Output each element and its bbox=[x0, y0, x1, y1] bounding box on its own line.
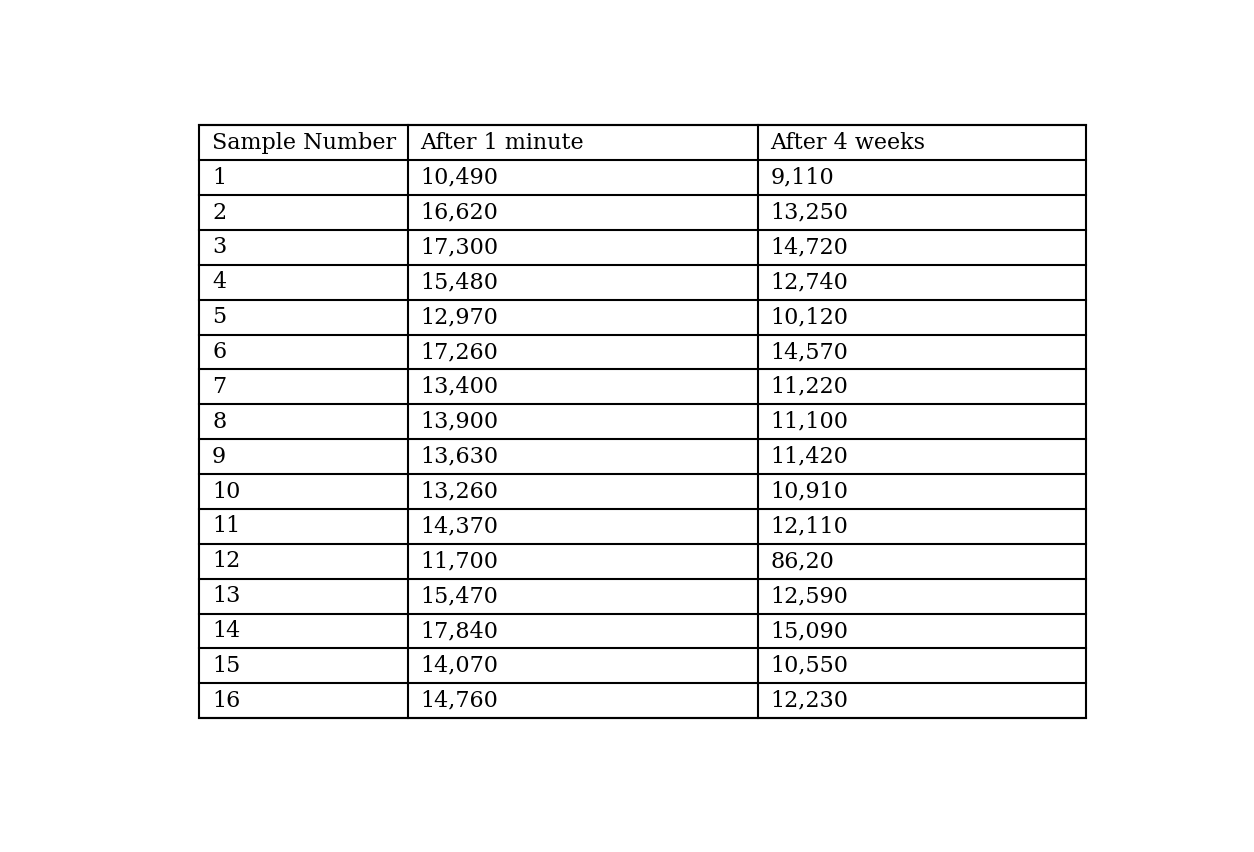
Text: 12,110: 12,110 bbox=[770, 515, 849, 538]
Text: 13,400: 13,400 bbox=[420, 376, 499, 398]
Text: 8: 8 bbox=[212, 411, 226, 433]
Text: 12,590: 12,590 bbox=[770, 585, 849, 607]
Text: 11,220: 11,220 bbox=[770, 376, 849, 398]
Text: 10,910: 10,910 bbox=[770, 481, 849, 503]
Text: 13: 13 bbox=[212, 585, 241, 607]
Text: 10,550: 10,550 bbox=[770, 655, 849, 677]
Text: 13,900: 13,900 bbox=[420, 411, 499, 433]
Text: 5: 5 bbox=[212, 306, 226, 328]
Text: 14,760: 14,760 bbox=[420, 690, 498, 711]
Text: 13,250: 13,250 bbox=[770, 202, 849, 223]
Text: 16: 16 bbox=[212, 690, 241, 711]
Text: 13,630: 13,630 bbox=[420, 446, 499, 468]
Text: 17,260: 17,260 bbox=[420, 341, 498, 363]
Text: 15: 15 bbox=[212, 655, 241, 677]
Text: 4: 4 bbox=[212, 271, 226, 293]
Text: 86,20: 86,20 bbox=[770, 550, 834, 573]
Text: 16,620: 16,620 bbox=[420, 202, 498, 223]
Text: 10,120: 10,120 bbox=[770, 306, 849, 328]
Text: 11,420: 11,420 bbox=[770, 446, 849, 468]
Text: 11,700: 11,700 bbox=[420, 550, 498, 573]
Text: 12: 12 bbox=[212, 550, 241, 573]
Text: 15,470: 15,470 bbox=[420, 585, 498, 607]
Text: After 4 weeks: After 4 weeks bbox=[770, 132, 925, 153]
Text: 12,740: 12,740 bbox=[770, 271, 849, 293]
Text: 15,480: 15,480 bbox=[420, 271, 498, 293]
Text: 9: 9 bbox=[212, 446, 226, 468]
Text: 12,230: 12,230 bbox=[770, 690, 849, 711]
Text: 14,570: 14,570 bbox=[770, 341, 849, 363]
Text: 14,070: 14,070 bbox=[420, 655, 498, 677]
Text: 14: 14 bbox=[212, 620, 241, 642]
Text: Sample Number: Sample Number bbox=[212, 132, 396, 153]
Text: 9,110: 9,110 bbox=[770, 167, 834, 188]
Text: 10,490: 10,490 bbox=[420, 167, 498, 188]
Text: 2: 2 bbox=[212, 202, 226, 223]
Text: 15,090: 15,090 bbox=[770, 620, 849, 642]
Text: 12,970: 12,970 bbox=[420, 306, 498, 328]
Text: 10: 10 bbox=[212, 481, 241, 503]
Text: 6: 6 bbox=[212, 341, 226, 363]
Text: 17,840: 17,840 bbox=[420, 620, 498, 642]
Text: After 1 minute: After 1 minute bbox=[420, 132, 584, 153]
Text: 11: 11 bbox=[212, 515, 241, 538]
Text: 11,100: 11,100 bbox=[770, 411, 849, 433]
Text: 17,300: 17,300 bbox=[420, 236, 499, 258]
Text: 7: 7 bbox=[212, 376, 226, 398]
Text: 3: 3 bbox=[212, 236, 226, 258]
Text: 1: 1 bbox=[212, 167, 226, 188]
Text: 14,720: 14,720 bbox=[770, 236, 849, 258]
Text: 14,370: 14,370 bbox=[420, 515, 498, 538]
Text: 13,260: 13,260 bbox=[420, 481, 498, 503]
